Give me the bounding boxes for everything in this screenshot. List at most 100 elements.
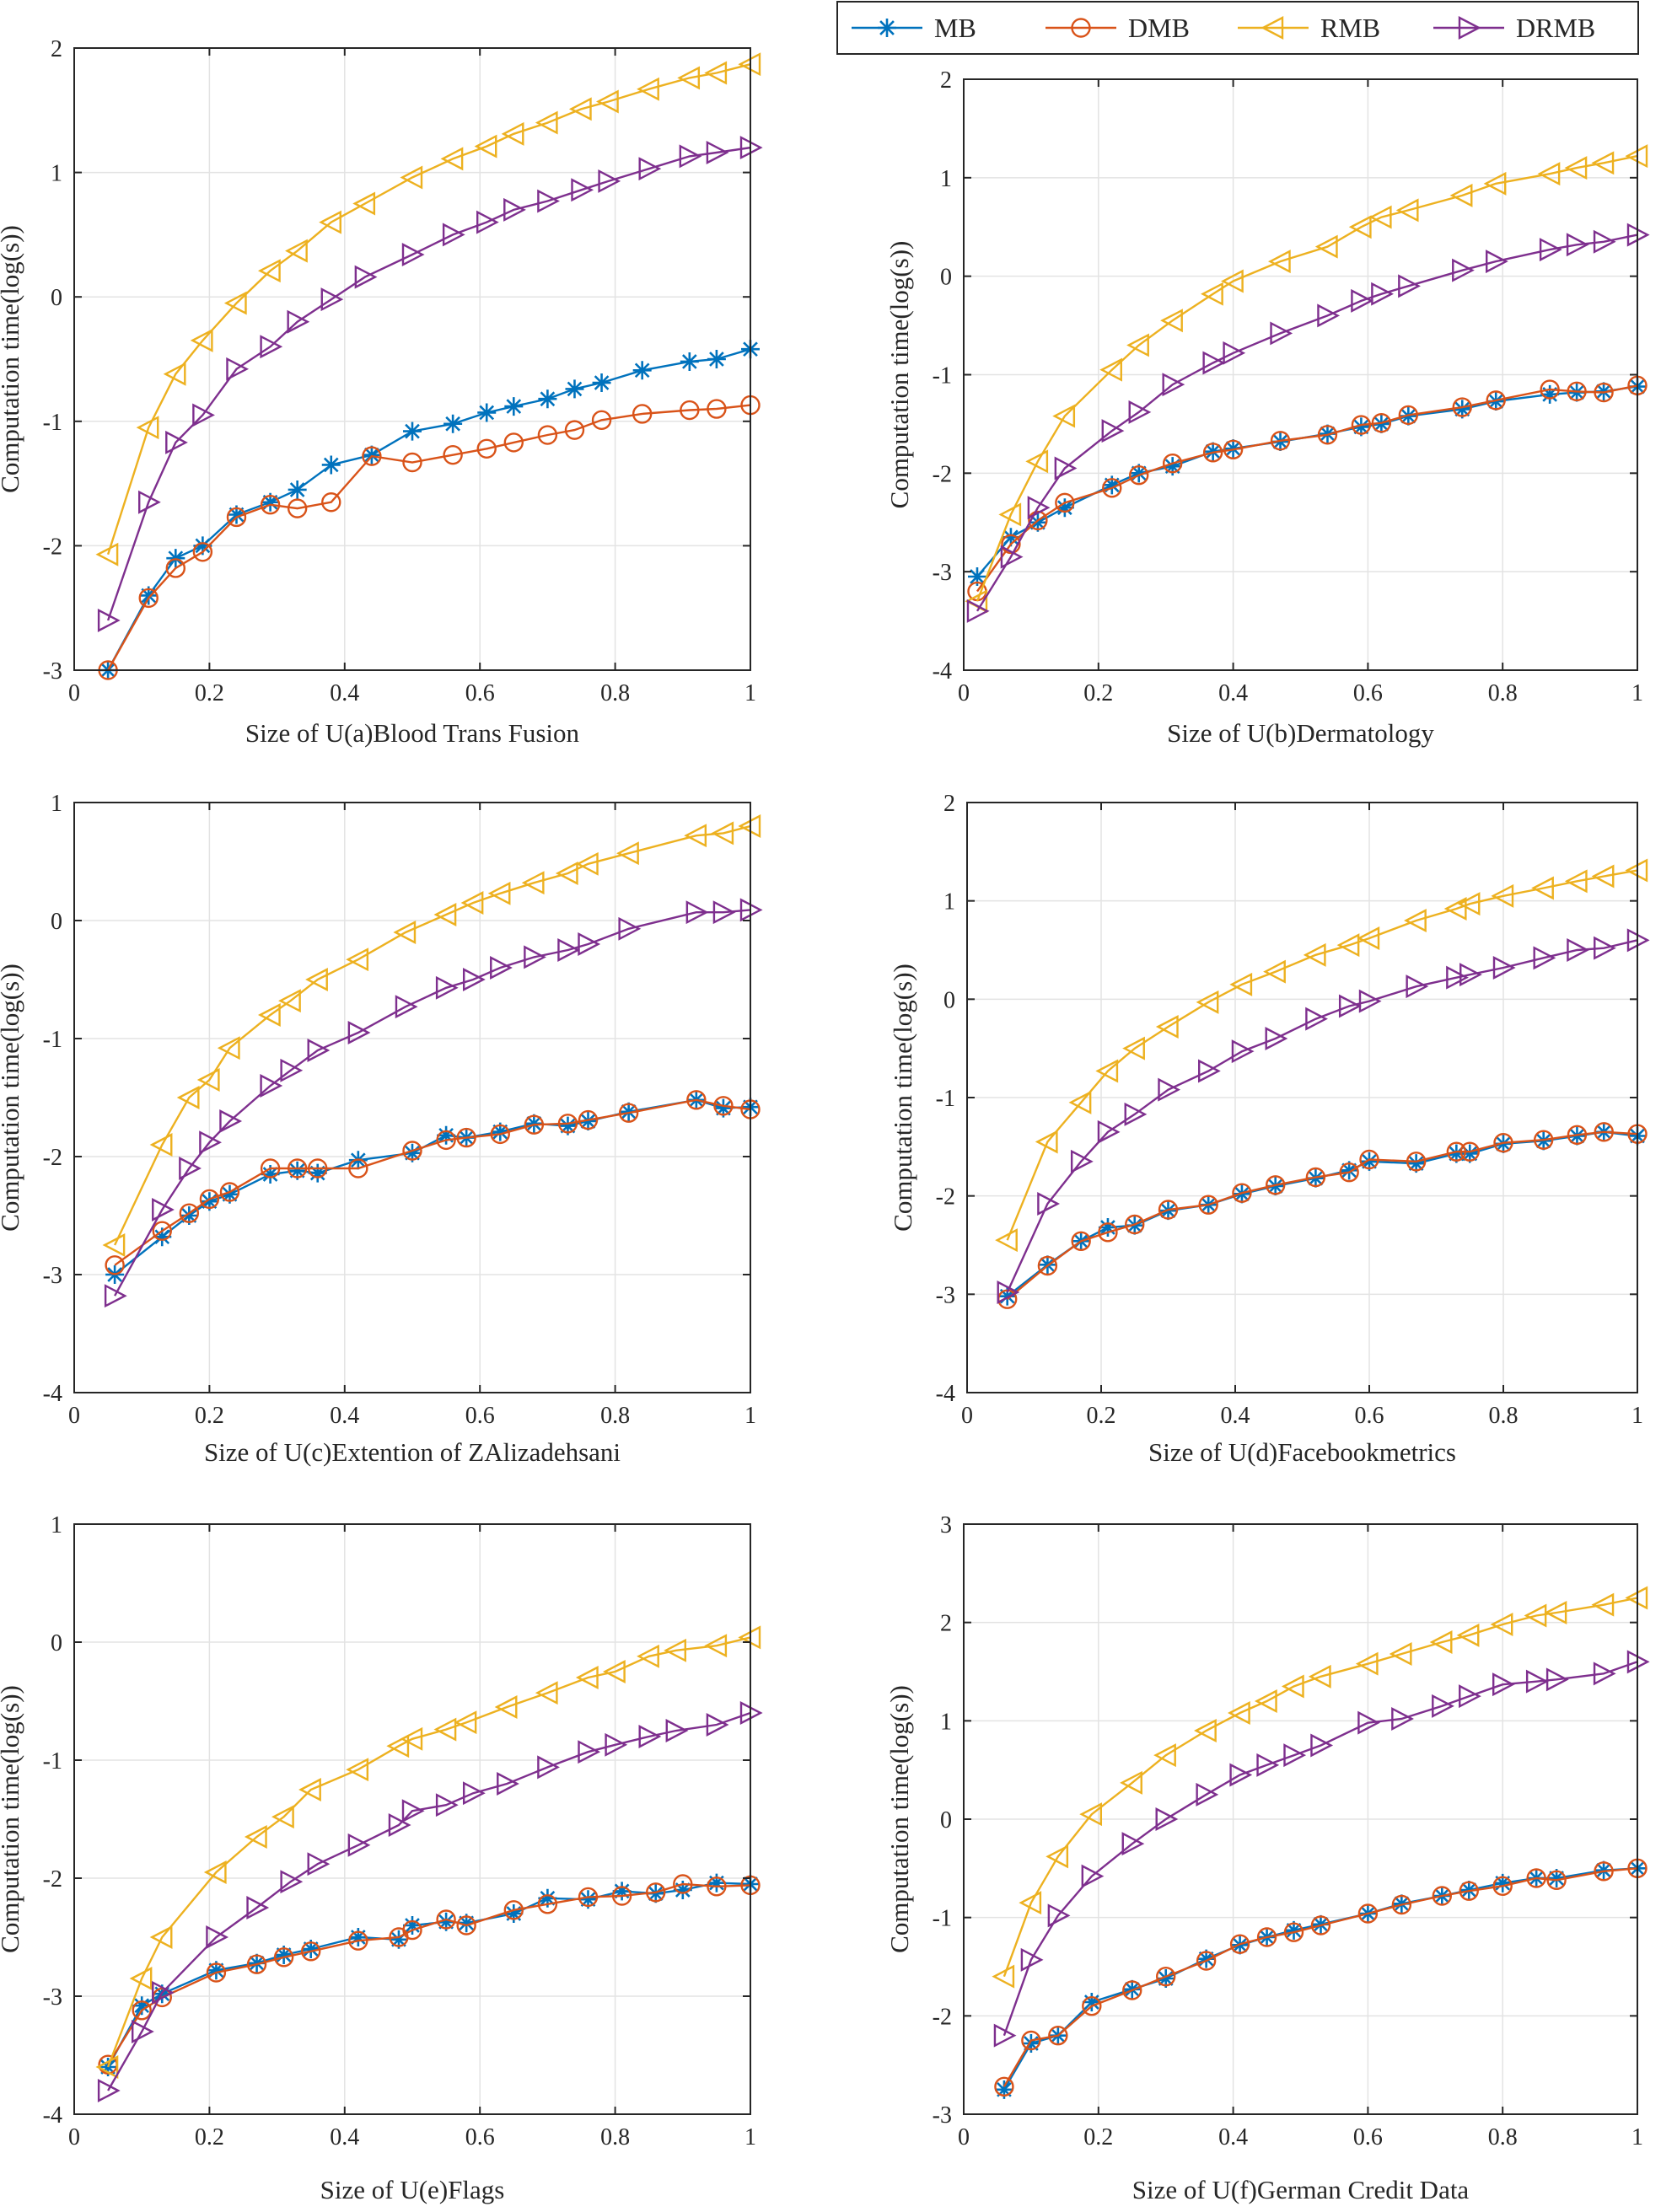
- data-point-mb: [1547, 1869, 1567, 1887]
- x-tick-label: 0.2: [1083, 2124, 1113, 2150]
- data-point-rmb: [460, 891, 484, 915]
- data-point-dmb: [673, 1874, 693, 1894]
- data-point-rmb: [1389, 1642, 1412, 1666]
- data-point-dmb: [1155, 1966, 1176, 1987]
- series-drmb: [104, 898, 763, 1308]
- data-point-mb: [1406, 1154, 1426, 1173]
- data-point-drmb: [246, 1896, 270, 1919]
- data-point-drmb: [1054, 456, 1078, 481]
- data-point-mb: [565, 379, 584, 399]
- data-point-mb: [274, 1946, 293, 1964]
- data-point-drmb: [537, 189, 560, 213]
- series-dmb: [98, 395, 761, 680]
- y-tick-label: 1: [51, 161, 62, 187]
- data-point-mb: [1352, 417, 1371, 437]
- data-point-rmb: [1122, 1036, 1145, 1060]
- data-point-drmb: [287, 309, 310, 334]
- data-point-dmb: [632, 404, 653, 424]
- data-point-drmb: [1081, 1864, 1105, 1888]
- data-point-dmb: [1533, 1130, 1554, 1150]
- data-point-drmb: [165, 430, 188, 454]
- data-point-drmb: [1338, 994, 1362, 1018]
- data-point-dmb: [524, 1114, 545, 1135]
- x-axis-label: Size of U(b)Dermatology: [1167, 718, 1434, 748]
- y-tick-label: 2: [940, 1611, 952, 1637]
- x-tick-label: 0.4: [330, 1403, 359, 1429]
- data-point-mb: [437, 1125, 456, 1145]
- data-point-drmb: [401, 243, 425, 266]
- y-tick-label: 1: [51, 1512, 62, 1538]
- legend-marker-mb: [878, 19, 896, 37]
- data-point-mb: [1129, 464, 1148, 483]
- data-point-rmb: [1227, 1701, 1250, 1725]
- x-tick-label: 0.2: [195, 2124, 224, 2150]
- series-line-dmb: [114, 1098, 751, 1266]
- data-point-drmb: [1594, 936, 1616, 960]
- data-point-dmb: [1446, 1141, 1467, 1162]
- data-point-rmb: [616, 841, 639, 866]
- data-point-dmb: [348, 1930, 368, 1951]
- data-point-rmb: [711, 821, 734, 846]
- data-point-drmb: [1566, 233, 1589, 257]
- data-point-rmb: [1457, 892, 1481, 916]
- data-point-rmb: [217, 1036, 240, 1060]
- data-point-drmb: [1198, 1059, 1221, 1083]
- y-tick-label: -2: [43, 534, 62, 560]
- data-point-dmb: [443, 444, 463, 465]
- series-rmb: [102, 814, 761, 1257]
- data-point-mb: [288, 480, 307, 499]
- data-point-mb: [227, 505, 246, 524]
- x-tick-label: 0.6: [465, 1403, 495, 1429]
- data-point-dmb: [199, 1189, 220, 1210]
- data-point-rmb: [1429, 1630, 1453, 1654]
- data-point-mb: [1028, 513, 1047, 532]
- data-point-dmb: [1526, 1868, 1546, 1888]
- data-point-rmb: [1443, 897, 1467, 921]
- data-point-drmb: [1593, 229, 1616, 254]
- data-point-drmb: [605, 1732, 628, 1757]
- data-point-rmb: [1025, 449, 1049, 474]
- y-tick-label: 3: [940, 1512, 952, 1538]
- data-point-mb: [1163, 457, 1182, 476]
- data-point-drmb: [1196, 1782, 1219, 1807]
- data-point-drmb: [1406, 974, 1429, 999]
- data-point-drmb: [1305, 1007, 1328, 1031]
- data-point-dmb: [1459, 1141, 1480, 1162]
- data-point-rmb: [1046, 1844, 1069, 1869]
- data-point-drmb: [132, 2020, 154, 2043]
- data-point-drmb: [462, 968, 486, 991]
- y-tick-label: -4: [43, 2102, 62, 2129]
- data-point-dmb: [1021, 2030, 1041, 2051]
- data-point-rmb: [271, 1805, 294, 1829]
- data-point-drmb: [679, 144, 702, 169]
- y-tick-label: 0: [940, 1807, 952, 1833]
- data-point-drmb: [354, 265, 378, 289]
- x-tick-label: 1: [744, 1403, 756, 1429]
- data-point-drmb: [1310, 1733, 1334, 1758]
- legend-marker-dmb: [1071, 18, 1091, 38]
- data-point-dmb: [1122, 1980, 1142, 2000]
- x-axis-label: Size of U(d)Facebookmetrics: [1148, 1437, 1456, 1467]
- data-point-rmb: [1314, 234, 1338, 259]
- y-tick-label: 0: [51, 285, 62, 311]
- x-tick-label: 0.2: [195, 680, 224, 706]
- data-point-dmb: [219, 1182, 240, 1202]
- data-point-dmb: [152, 1221, 172, 1241]
- x-tick-label: 0.4: [1221, 1403, 1250, 1429]
- data-point-rmb: [149, 1133, 173, 1157]
- data-point-dmb: [1256, 1927, 1277, 1947]
- data-point-drmb: [1155, 1807, 1179, 1831]
- data-point-dmb: [456, 1127, 476, 1148]
- data-point-drmb: [1202, 351, 1226, 375]
- data-point-mb: [997, 1286, 1017, 1306]
- data-point-rmb: [95, 542, 119, 566]
- x-tick-label: 0.6: [1353, 2124, 1383, 2150]
- data-point-dmb: [1492, 1876, 1513, 1897]
- data-point-mb: [437, 1912, 456, 1931]
- data-point-rmb: [278, 989, 301, 1013]
- data-point-rmb: [555, 862, 578, 885]
- data-point-dmb: [1229, 1934, 1250, 1954]
- data-point-drmb: [1317, 303, 1341, 328]
- y-tick-label: -1: [43, 410, 62, 436]
- data-point-drmb: [503, 197, 526, 222]
